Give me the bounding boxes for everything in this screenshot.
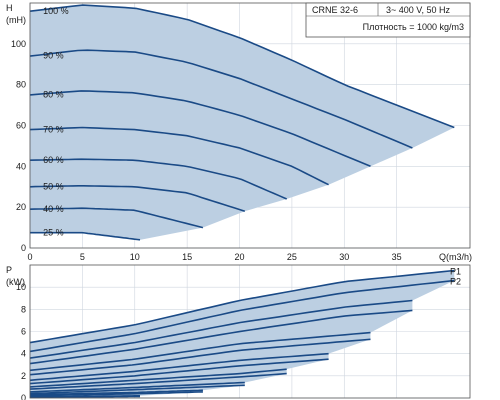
series-label-p2: P2 <box>450 277 461 287</box>
head-operating-area <box>30 5 455 240</box>
power-curve-3 <box>29 309 413 365</box>
power-y-tick-label: 0 <box>21 393 26 400</box>
power-curve-9 <box>29 372 287 390</box>
power-curve-4 <box>29 331 371 372</box>
pump-model: CRNE 32-6 <box>312 5 358 15</box>
head-curve-5 <box>29 185 246 213</box>
head-curve-0 <box>29 4 455 129</box>
flow-x-tick-label: 0 <box>27 252 32 262</box>
info-box <box>305 2 471 38</box>
power-y-tick-label: 8 <box>21 304 26 314</box>
head-curve-1 <box>29 49 413 149</box>
power-y-axis-unit: (kW) <box>6 277 25 287</box>
flow-x-tick-label: 25 <box>287 252 297 262</box>
flow-x-tick-label: 20 <box>235 252 245 262</box>
head-y-tick-label: 20 <box>16 202 26 212</box>
power-y-axis-label: P <box>6 265 12 275</box>
speed-label-2: 80 % <box>43 90 64 100</box>
power-y-tick-label: 10 <box>16 282 26 292</box>
head-curve-4 <box>29 158 288 200</box>
power-curve-12 <box>29 389 203 396</box>
flow-x-tick-label: 30 <box>339 252 349 262</box>
head-y-axis-unit: (mH) <box>6 15 26 25</box>
flow-x-axis-label: Q(m3/h) <box>439 252 472 262</box>
power-operating-area <box>30 270 455 398</box>
flow-x-tick-label: 5 <box>80 252 85 262</box>
head-curve-2 <box>29 90 371 168</box>
head-y-tick-label: 40 <box>16 161 26 171</box>
head-y-tick-label: 0 <box>21 243 26 253</box>
power-curve-2 <box>29 299 413 359</box>
head-curve-3 <box>29 126 329 186</box>
power-y-tick-label: 6 <box>21 327 26 337</box>
speed-label-3: 70 % <box>43 124 64 134</box>
speed-label-6: 40 % <box>43 204 64 214</box>
head-curve-6 <box>29 207 204 229</box>
power-supply-spec: 3~ 400 V, 50 Hz <box>386 5 450 15</box>
head-y-tick-label: 100 <box>11 39 26 49</box>
power-curve-11 <box>29 384 245 395</box>
power-curve-10 <box>29 381 245 393</box>
power-curve-5 <box>29 338 371 376</box>
power-curve-8 <box>29 368 287 388</box>
flow-x-tick-label: 35 <box>392 252 402 262</box>
flow-x-tick-label: 15 <box>182 252 192 262</box>
flow-x-tick-label: 10 <box>130 252 140 262</box>
head-plot-frame <box>29 2 471 249</box>
head-y-tick-label: 60 <box>16 121 26 131</box>
head-curve-7 <box>30 231 141 241</box>
speed-label-1: 90 % <box>43 51 64 61</box>
power-y-tick-label: 2 <box>21 371 26 381</box>
power-curve-0 <box>29 269 455 344</box>
speed-label-7: 25 % <box>43 228 64 238</box>
speed-label-4: 60 % <box>43 155 64 165</box>
power-curve-1 <box>29 279 455 353</box>
power-curve-13 <box>29 391 203 397</box>
speed-label-5: 50 % <box>43 182 64 192</box>
power-curve-7 <box>29 358 329 385</box>
speed-label-0: 100 % <box>43 6 69 16</box>
power-curve-15 <box>30 395 141 399</box>
series-label-p1: P1 <box>450 267 461 277</box>
head-y-axis-label: H <box>6 3 13 13</box>
head-y-tick-label: 80 <box>16 80 26 90</box>
power-curve-6 <box>29 352 329 382</box>
fluid-density: Плотность = 1000 kg/m3 <box>363 22 464 32</box>
power-y-tick-label: 4 <box>21 349 26 359</box>
power-plot-frame <box>29 264 471 399</box>
